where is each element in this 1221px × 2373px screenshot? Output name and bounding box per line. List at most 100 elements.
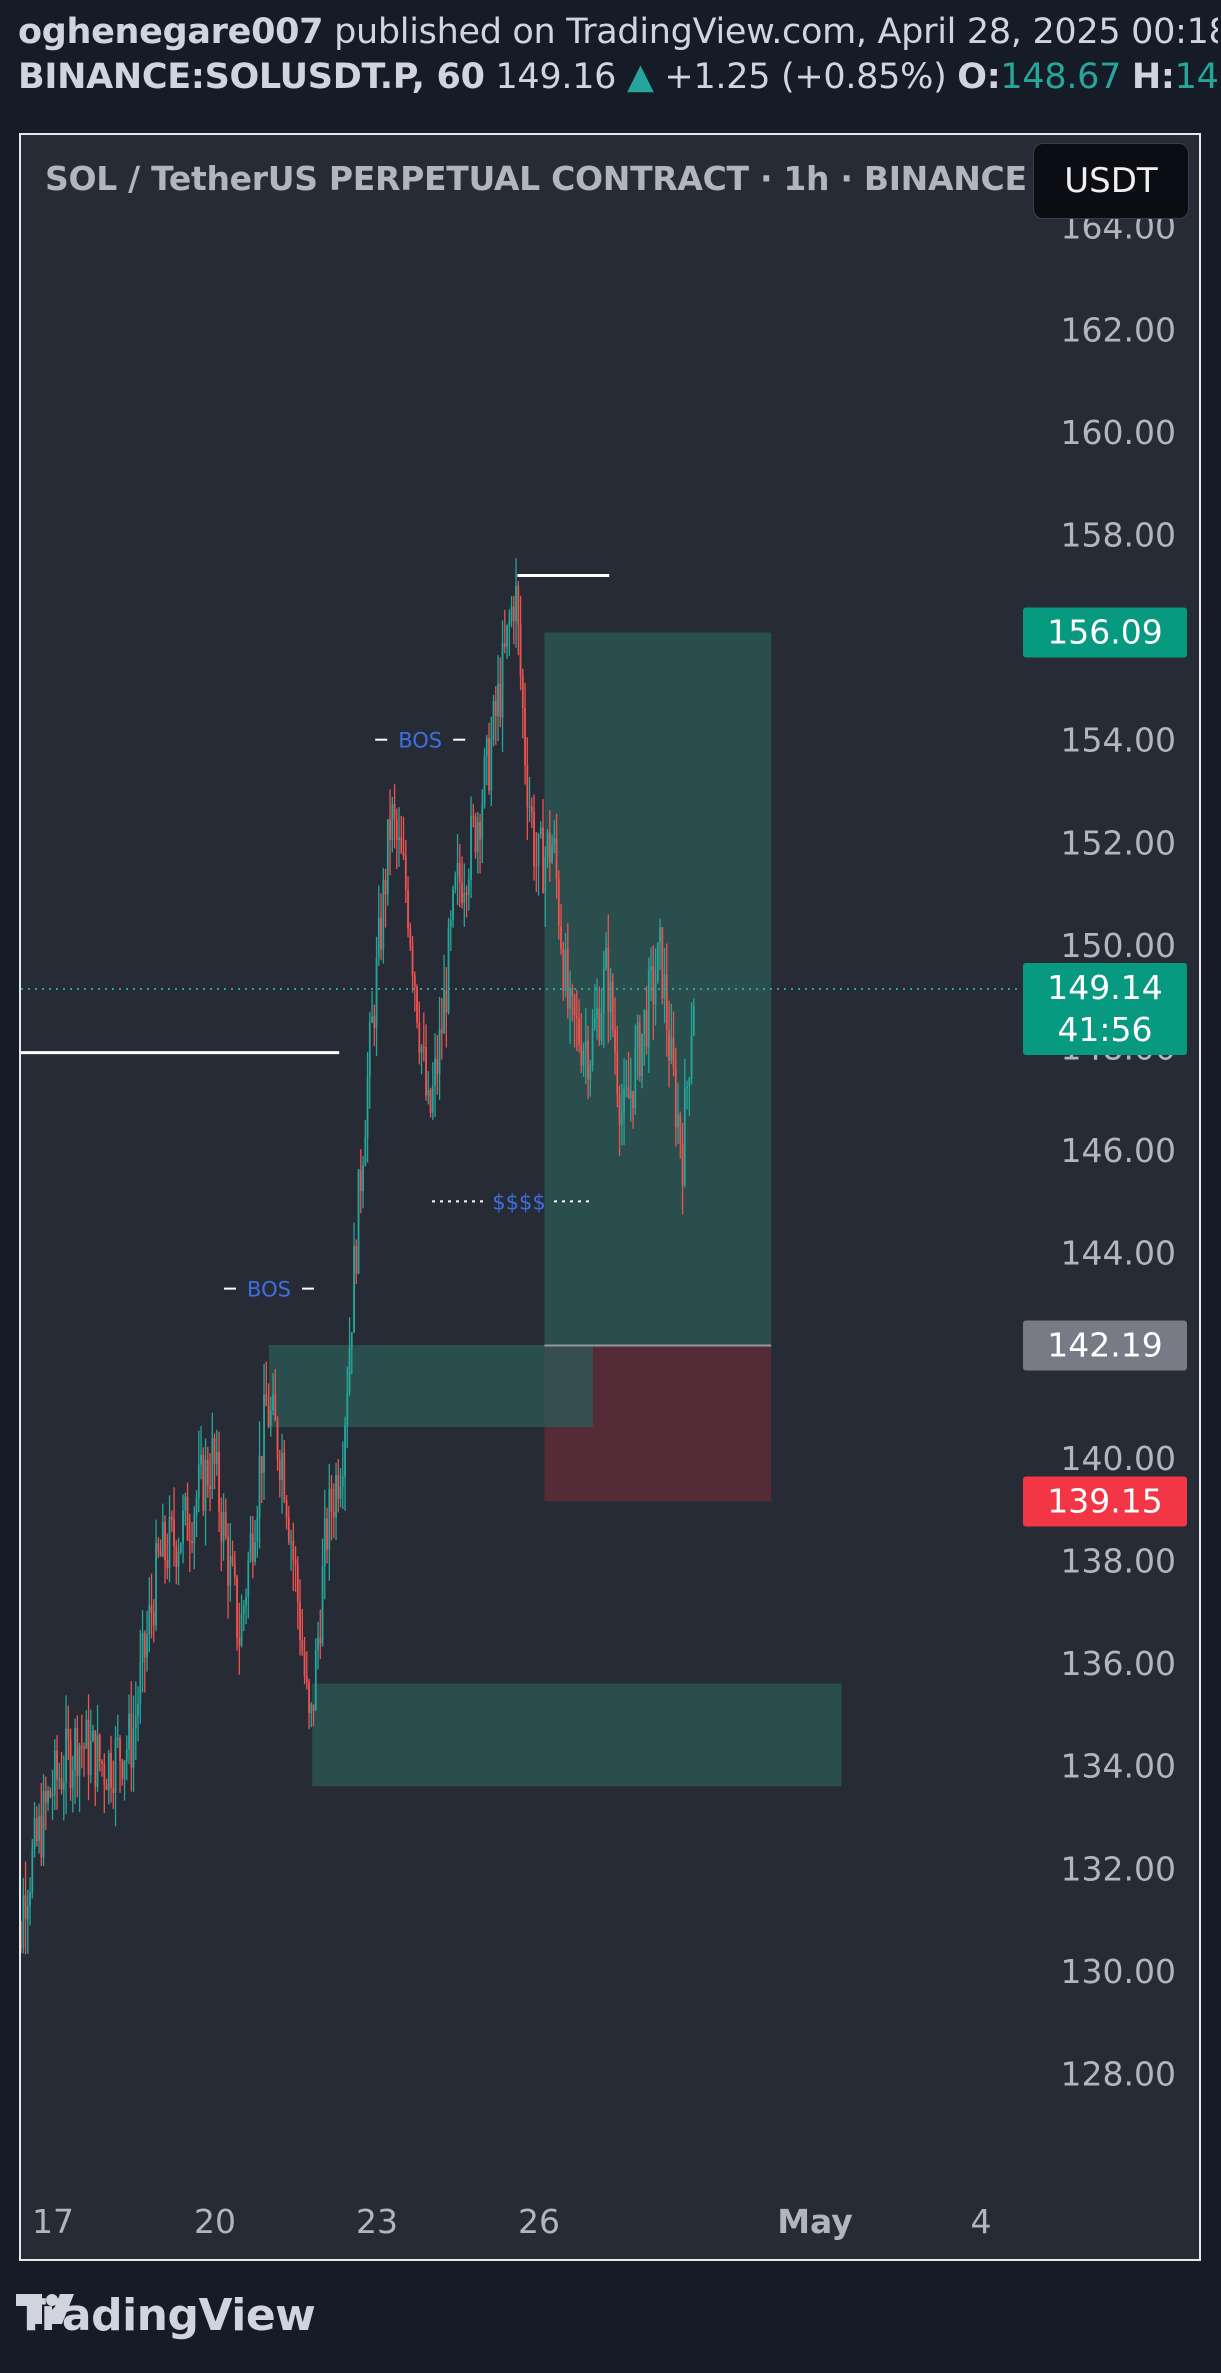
candle-body (418, 1022, 421, 1053)
candle-body (447, 927, 450, 1013)
candle-body (600, 1013, 603, 1041)
candle-body (652, 966, 655, 1005)
candle-body (263, 1394, 265, 1473)
candle-body (485, 737, 488, 756)
zone-long-target[interactable] (544, 632, 772, 1346)
y-tick-label: 138.00 (1061, 1542, 1176, 1581)
candle-body (602, 968, 605, 1014)
candle-body (186, 1496, 189, 1541)
candle-body (497, 683, 499, 717)
candle-body (332, 1511, 335, 1518)
candle-body (83, 1747, 85, 1749)
candle-body (679, 1114, 682, 1144)
candle-body (692, 1005, 695, 1037)
candle-body (512, 606, 515, 622)
candle-body (620, 1113, 623, 1125)
price-label-entry[interactable] (1023, 1320, 1187, 1371)
last-price: 149.16 (495, 57, 617, 97)
price-label-target[interactable] (1023, 607, 1187, 658)
candle-body (553, 838, 556, 845)
candle-body (193, 1514, 196, 1543)
candle-body (544, 856, 547, 893)
candle-body (204, 1459, 207, 1511)
y-tick-label: 130.00 (1061, 1952, 1176, 1991)
price-label-stop[interactable] (1023, 1476, 1187, 1527)
candle-body (411, 945, 414, 976)
candle-body (560, 926, 562, 950)
candle-body (490, 739, 493, 791)
candle-body (294, 1559, 297, 1566)
candle-body (60, 1778, 63, 1790)
open-value: 148.67 (1000, 57, 1122, 97)
candle-body (184, 1496, 187, 1511)
price-label-last-price[interactable] (1023, 963, 1187, 1056)
candle-body (584, 1040, 587, 1050)
candle-body (449, 920, 452, 928)
currency-button[interactable]: USDT (1033, 143, 1189, 219)
candle-body (530, 806, 533, 813)
candle-body (341, 1476, 344, 1487)
candle-body (355, 1246, 358, 1274)
candle-body (380, 917, 382, 950)
candle-body (398, 837, 400, 841)
candle-body (623, 1088, 625, 1114)
candle-body (479, 821, 481, 840)
open-label: O: (957, 57, 1001, 97)
candle-body (690, 1036, 693, 1080)
candle-body (501, 643, 504, 718)
candle-body (395, 819, 398, 841)
candle-body (29, 1892, 31, 1906)
candle-body (632, 1091, 634, 1108)
candle-body (292, 1541, 295, 1560)
candle-body (107, 1752, 110, 1791)
candle-body (611, 981, 614, 1030)
candle-body (256, 1516, 259, 1543)
candle-body (317, 1637, 319, 1650)
candle-body (515, 585, 517, 622)
x-tick-label: 17 (32, 2202, 74, 2241)
price-chart[interactable]: BOS BOS $$$$ 128.00 130.00 132.00 134.00 136.00… (21, 135, 1201, 2261)
candle-body (429, 1090, 432, 1113)
publish-line: oghenegare007 published on TradingView.c… (18, 10, 1218, 55)
candle-body (152, 1612, 155, 1626)
zone-demand[interactable] (312, 1683, 842, 1787)
candle-body (353, 1246, 355, 1333)
bos-label: BOS (398, 729, 442, 753)
candle-body (31, 1849, 34, 1893)
candle-body (197, 1464, 200, 1499)
candle-body (377, 917, 380, 958)
candle-body (569, 987, 571, 1009)
chart-panel[interactable]: BOS BOS $$$$ 128.00 130.00 132.00 134.00 136.00… (19, 133, 1201, 2261)
candle-body (116, 1737, 119, 1739)
y-tick-label: 136.00 (1061, 1644, 1176, 1683)
candle-body (404, 855, 407, 890)
price-label-text: 156.09 (1047, 612, 1162, 651)
candle-body (672, 1038, 675, 1069)
candle-body (240, 1613, 243, 1646)
candle-body (571, 987, 574, 996)
candle-body (125, 1749, 128, 1761)
candle-body (591, 1027, 594, 1065)
candle-body (452, 889, 454, 921)
candle-body (589, 1064, 592, 1080)
candle-body (114, 1738, 117, 1793)
candle-body (371, 1016, 373, 1023)
candle-body (427, 1090, 430, 1096)
candle-body (409, 928, 412, 946)
candle-body (445, 989, 448, 1013)
candle-body (366, 1077, 369, 1138)
candle-body (526, 765, 529, 807)
candle-body (510, 606, 513, 622)
y-tick-label: 132.00 (1061, 1849, 1176, 1888)
candle-body (548, 832, 551, 863)
candle-body (218, 1451, 220, 1512)
candle-body (281, 1452, 283, 1480)
price-label-text: 149.14 (1047, 968, 1162, 1007)
candle-body (616, 1052, 619, 1095)
zone-demand[interactable] (269, 1345, 593, 1428)
author-name[interactable]: oghenegare007 (18, 12, 324, 52)
y-tick-label: 128.00 (1061, 2055, 1176, 2094)
candle-body (26, 1905, 29, 1920)
tradingview-brand[interactable]: TradingView (16, 2290, 316, 2341)
candle-body (56, 1750, 58, 1780)
